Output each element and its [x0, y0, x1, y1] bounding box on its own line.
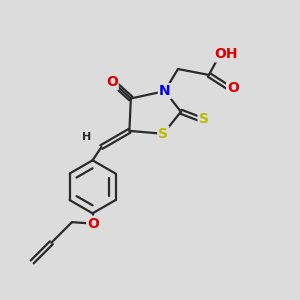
- Text: O: O: [227, 81, 239, 95]
- Text: S: S: [199, 112, 208, 126]
- Text: N: N: [159, 84, 170, 98]
- Text: O: O: [106, 75, 118, 89]
- Text: H: H: [82, 132, 91, 142]
- Text: O: O: [87, 217, 99, 231]
- Text: OH: OH: [214, 47, 237, 61]
- Text: S: S: [158, 127, 168, 141]
